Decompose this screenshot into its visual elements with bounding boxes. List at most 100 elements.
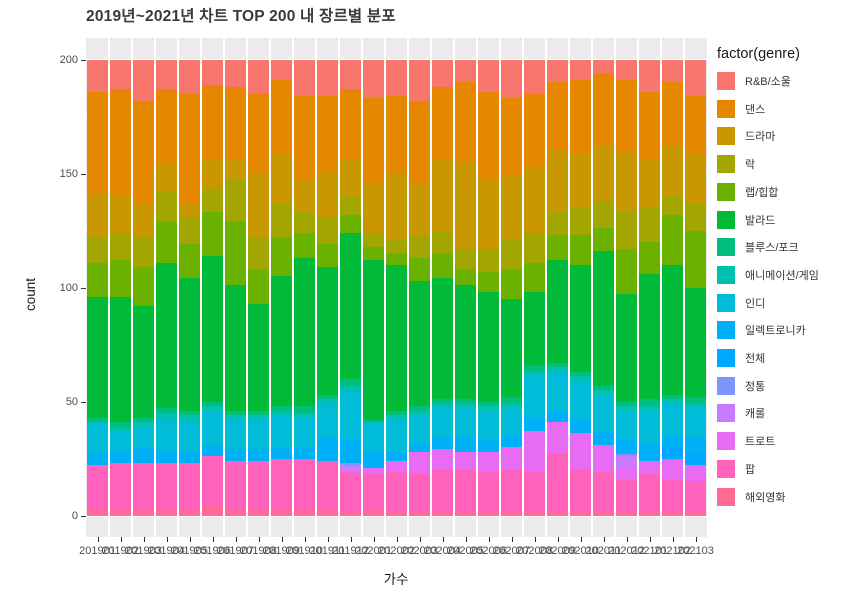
bar-segment (685, 465, 706, 482)
bar-segment (110, 463, 131, 509)
bar-segment (271, 410, 292, 416)
bar-segment (685, 203, 706, 231)
gridline-vertical (246, 38, 248, 537)
bar-segment (662, 82, 683, 147)
x-tick-label: 201905 (171, 545, 208, 557)
bar-segment (409, 415, 430, 443)
stacked-bar (340, 59, 361, 516)
legend-swatch (717, 487, 735, 506)
gridline-vertical (338, 38, 340, 537)
y-tick-label: 200 (59, 53, 78, 66)
stacked-bar (455, 59, 476, 516)
legend-item: 랩/힙합 (717, 182, 778, 201)
bar-segment (616, 479, 637, 511)
bar-segment (593, 73, 614, 147)
bar-segment (248, 410, 269, 416)
gridline-vertical (269, 38, 271, 537)
bar-segment (363, 419, 384, 423)
bar-segment (524, 365, 545, 372)
bar-segment (271, 458, 292, 509)
x-tick-label: 202101 (631, 545, 668, 557)
gridline-vertical (361, 38, 363, 537)
bar-segment (87, 508, 108, 516)
stacked-bar (225, 59, 246, 516)
bar-segment (478, 401, 499, 407)
bar-segment (271, 406, 292, 411)
bar-segment (409, 451, 430, 475)
bar-segment (547, 260, 568, 363)
gridline-vertical (568, 38, 570, 537)
bar-segment (616, 401, 637, 407)
stacked-bar (248, 59, 269, 516)
bar-segment (432, 469, 453, 511)
stacked-bar (524, 59, 545, 516)
bar-segment (501, 469, 522, 511)
bar-segment (685, 59, 706, 97)
bar-segment (639, 474, 660, 511)
gridline-vertical (683, 38, 685, 537)
stacked-bar (409, 59, 430, 516)
x-tick-label: 201908 (240, 545, 277, 557)
bar-segment (133, 100, 154, 204)
x-tick-label: 202012 (608, 545, 645, 557)
bar-segment (248, 93, 269, 174)
bar-segment (639, 510, 660, 516)
bar-segment (271, 447, 292, 459)
bar-segment (110, 426, 131, 432)
stacked-bar (179, 59, 200, 516)
bar-segment (317, 508, 338, 516)
bar-segment (386, 59, 407, 97)
bar-segment (593, 510, 614, 516)
x-axis-title: 가수 (383, 572, 409, 587)
legend-label: R&B/소울 (745, 76, 791, 88)
bar-segment (685, 153, 706, 204)
x-tick-label: 201902 (102, 545, 139, 557)
bar-segment (340, 378, 361, 386)
bar-segment (570, 510, 591, 516)
bar-segment (87, 194, 108, 238)
bar-segment (87, 237, 108, 263)
bar-segment (616, 456, 637, 468)
bar-segment (524, 166, 545, 233)
bar-segment (363, 232, 384, 247)
bar-segment (156, 451, 177, 464)
bar-segment (616, 454, 637, 457)
legend-label: 드라마 (745, 131, 776, 144)
bar-segment (386, 96, 407, 174)
y-tick-label: 0 (71, 509, 78, 522)
y-tick-mark (81, 287, 86, 289)
bar-segment (685, 438, 706, 454)
x-tick-mark (672, 537, 674, 542)
legend-swatch (717, 321, 735, 340)
bar-segment (455, 285, 476, 400)
legend-item: 정통 (717, 376, 765, 395)
bar-segment (501, 175, 522, 240)
stacked-bar (133, 59, 154, 516)
bar-segment (179, 59, 200, 94)
bar-segment (179, 93, 200, 204)
gridline-major (86, 58, 707, 61)
x-tick-mark (442, 537, 444, 542)
bar-segment (225, 460, 246, 509)
legend-swatch (717, 238, 735, 257)
bar-segment (156, 262, 177, 409)
bar-segment (455, 438, 476, 452)
bar-segment (685, 397, 706, 404)
bar-segment (524, 431, 545, 473)
bar-segment (616, 410, 637, 441)
bar-segment (271, 203, 292, 238)
bar-segment (179, 463, 200, 509)
bar-segment (225, 410, 246, 416)
x-tick-mark (603, 537, 605, 542)
stacked-bar (685, 59, 706, 516)
y-tick-label: 150 (59, 167, 78, 180)
x-tick-label: 202009 (539, 545, 576, 557)
bar-segment (179, 244, 200, 279)
bar-segment (593, 431, 614, 445)
bar-segment (547, 148, 568, 213)
legend-label: 블루스/포크 (745, 242, 799, 255)
bar-segment (179, 451, 200, 464)
bar-segment (87, 296, 108, 418)
legend-item: 애니메이션/게임 (717, 265, 819, 284)
